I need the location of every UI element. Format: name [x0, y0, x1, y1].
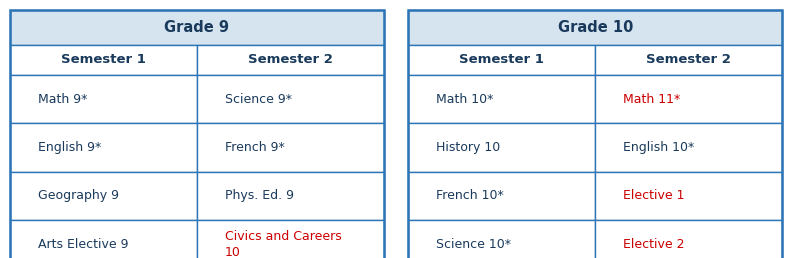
Bar [10, 75, 197, 123]
Text: Semester 1: Semester 1 [459, 53, 544, 67]
Text: Math 9*: Math 9* [38, 93, 87, 106]
Text: French 9*: French 9* [225, 141, 285, 154]
Bar [10, 45, 197, 75]
Bar [408, 220, 595, 258]
Bar [197, 75, 384, 123]
Bar [197, 220, 384, 258]
Text: Grade 10: Grade 10 [558, 20, 633, 35]
Bar [595, 123, 782, 172]
Bar [408, 45, 595, 75]
Text: Science 9*: Science 9* [225, 93, 292, 106]
Bar [197, 45, 384, 75]
Bar [408, 10, 782, 45]
Bar [408, 75, 595, 123]
Bar [10, 10, 384, 45]
Bar [10, 123, 197, 172]
Text: Elective 2: Elective 2 [623, 238, 685, 251]
Text: Science 10*: Science 10* [436, 238, 511, 251]
Bar [408, 123, 595, 172]
Text: Semester 2: Semester 2 [248, 53, 333, 67]
Bar [595, 45, 782, 75]
Bar [197, 172, 384, 220]
Bar [10, 220, 197, 258]
Text: Geography 9: Geography 9 [38, 189, 118, 202]
Text: English 9*: English 9* [38, 141, 101, 154]
Text: Phys. Ed. 9: Phys. Ed. 9 [225, 189, 294, 202]
Bar [595, 172, 782, 220]
Text: Semester 2: Semester 2 [646, 53, 731, 67]
Text: Arts Elective 9: Arts Elective 9 [38, 238, 128, 251]
Text: Elective 1: Elective 1 [623, 189, 685, 202]
Text: Math 10*: Math 10* [436, 93, 494, 106]
Text: Semester 1: Semester 1 [61, 53, 146, 67]
Bar [595, 75, 782, 123]
Text: Grade 9: Grade 9 [164, 20, 230, 35]
Text: History 10: History 10 [436, 141, 500, 154]
Text: Civics and Careers
10: Civics and Careers 10 [225, 230, 342, 258]
Bar [10, 172, 197, 220]
Bar [595, 220, 782, 258]
Bar [197, 123, 384, 172]
Text: Math 11*: Math 11* [623, 93, 681, 106]
Bar [10, 10, 384, 258]
Text: French 10*: French 10* [436, 189, 504, 202]
Bar [408, 10, 782, 258]
Text: English 10*: English 10* [623, 141, 694, 154]
Bar [408, 172, 595, 220]
